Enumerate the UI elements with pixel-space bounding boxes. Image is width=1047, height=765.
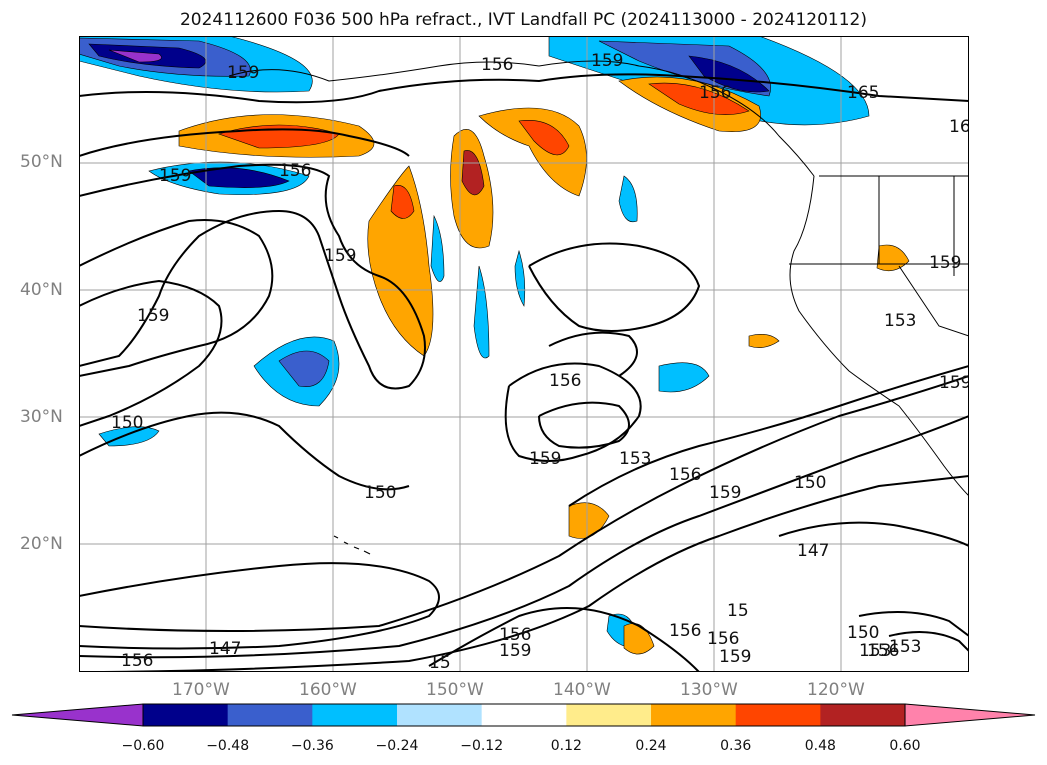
colorbar-segment bbox=[397, 704, 483, 726]
contour-label: 156 bbox=[867, 641, 899, 661]
contour-label: 150 bbox=[111, 413, 143, 433]
contour-label: 159 bbox=[529, 449, 561, 469]
colorbar-tick-label: −0.36 bbox=[290, 738, 334, 754]
contour-label: 156 bbox=[481, 55, 513, 75]
lon-label-140w: 140°W bbox=[553, 680, 611, 700]
colorbar bbox=[11, 703, 1036, 727]
colorbar-extend-left bbox=[11, 703, 144, 727]
shading-neg-streak-1 bbox=[430, 214, 445, 282]
contour-label: 156 bbox=[279, 161, 311, 181]
lon-label-120w: 120°W bbox=[807, 680, 865, 700]
contour-label: 15 bbox=[727, 601, 749, 621]
contour-label: 159 bbox=[929, 253, 961, 273]
graticule bbox=[79, 36, 969, 672]
colorbar-segment bbox=[481, 704, 567, 726]
colorbar-tick-label: −0.12 bbox=[460, 738, 504, 754]
shading-pos-central-plume bbox=[367, 165, 434, 357]
shading-pos-goa-east-core bbox=[648, 82, 750, 115]
colorbar-segment bbox=[735, 704, 821, 726]
colorbar-tick-label: 0.48 bbox=[804, 738, 836, 754]
colorbar-tick-label: 0.60 bbox=[889, 738, 921, 754]
colorbar-tick-label: 0.12 bbox=[550, 738, 582, 754]
contour-label: 156 bbox=[669, 621, 701, 641]
contour-label: 15 bbox=[429, 653, 451, 672]
shading-neg-sw bbox=[98, 426, 160, 447]
contour-label: 156 bbox=[121, 651, 153, 671]
colorbar-segment bbox=[143, 704, 229, 726]
shading-neg-streak-3 bbox=[514, 249, 526, 307]
contour-label: 156 bbox=[707, 629, 739, 649]
map-panel: 159 156 156 159 165 16 159 156 159 159 1… bbox=[79, 36, 969, 672]
shading-neg-streak-2 bbox=[473, 265, 490, 359]
shading-pos-north-core bbox=[461, 150, 485, 196]
coastlines bbox=[228, 60, 969, 555]
contour-label: 159 bbox=[719, 647, 751, 667]
contour-label: 159 bbox=[499, 641, 531, 661]
contour-label: 147 bbox=[209, 639, 241, 659]
shading-pos-patch-offshore bbox=[748, 334, 780, 348]
contour-label: 150 bbox=[364, 483, 396, 503]
shading-pos-goa bbox=[478, 107, 587, 197]
contour-label: 156 bbox=[549, 371, 581, 391]
colorbar-tick-label: 0.36 bbox=[720, 738, 752, 754]
colorbar-tick-label: −0.60 bbox=[121, 738, 165, 754]
colorbar-tick-label: 0.24 bbox=[635, 738, 667, 754]
contour-label: 165 bbox=[847, 83, 879, 103]
lat-label-50n: 50°N bbox=[20, 152, 63, 172]
colorbar-segment bbox=[312, 704, 398, 726]
colorbar-segment bbox=[651, 704, 737, 726]
contour-label: 159 bbox=[939, 373, 969, 393]
lat-label-40n: 40°N bbox=[20, 280, 63, 300]
contour-label: 153 bbox=[619, 449, 651, 469]
lon-label-150w: 150°W bbox=[426, 680, 484, 700]
lon-label-130w: 130°W bbox=[680, 680, 738, 700]
lat-label-20n: 20°N bbox=[20, 534, 63, 554]
contour-label: 156 bbox=[669, 465, 701, 485]
shading-neg-nw-purple bbox=[108, 49, 162, 63]
colorbar-tick-label: −0.48 bbox=[206, 738, 250, 754]
shading-neg-mid-core bbox=[278, 350, 330, 388]
colorbar-segment bbox=[227, 704, 313, 726]
shading-pos-goa-core bbox=[518, 120, 570, 156]
contour-label: 159 bbox=[591, 51, 623, 71]
shading-neg-goa-deep bbox=[688, 55, 770, 93]
contour-label: 159 bbox=[709, 483, 741, 503]
colorbar-segment bbox=[820, 704, 906, 726]
contour-label: 16 bbox=[949, 117, 969, 137]
contour-label: 159 bbox=[324, 246, 356, 266]
colorbar-extend-right bbox=[904, 703, 1036, 727]
contour-label: 159 bbox=[137, 306, 169, 326]
contour-label: 150 bbox=[794, 473, 826, 493]
contour-label: 150 bbox=[847, 623, 879, 643]
contour-label: 153 bbox=[889, 637, 921, 657]
contour-label: 147 bbox=[797, 541, 829, 561]
contour-labels: 159 156 156 159 165 16 159 156 159 159 1… bbox=[111, 51, 969, 672]
contour-label: 153 bbox=[884, 311, 916, 331]
contour-label: 156 bbox=[499, 625, 531, 645]
colorbar-tick-label: −0.24 bbox=[375, 738, 419, 754]
lat-label-30n: 30°N bbox=[20, 407, 63, 427]
height-contours bbox=[79, 73, 969, 672]
contour-label: 159 bbox=[227, 63, 259, 83]
contour-label: 159 bbox=[159, 166, 191, 186]
colorbar-segment bbox=[566, 704, 652, 726]
contour-label: 153 bbox=[859, 641, 891, 661]
lon-label-170w: 170°W bbox=[172, 680, 230, 700]
shading-neg-streak-4 bbox=[618, 175, 638, 223]
map-title: 2024112600 F036 500 hPa refract., IVT La… bbox=[179, 10, 867, 30]
shading-pos-central-core bbox=[390, 184, 415, 219]
shading-neg-streak-5 bbox=[658, 362, 710, 393]
lon-label-160w: 160°W bbox=[299, 680, 357, 700]
contour-label: 156 bbox=[699, 83, 731, 103]
colorbar-segments bbox=[11, 703, 1036, 727]
